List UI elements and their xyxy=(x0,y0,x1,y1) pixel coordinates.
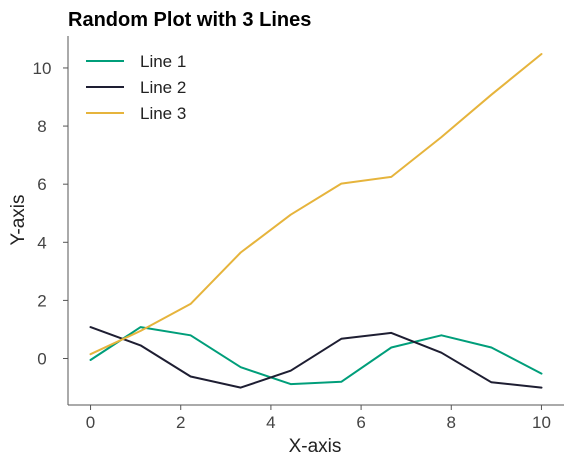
x-axis-label: X-axis xyxy=(289,436,342,457)
series-line-1 xyxy=(89,326,543,386)
x-tick-label: 8 xyxy=(447,413,456,432)
x-tick-label: 10 xyxy=(532,413,551,432)
y-tick-label: 2 xyxy=(37,291,46,310)
series-line-2 xyxy=(89,326,543,389)
x-tick-label: 2 xyxy=(176,413,185,432)
legend-label-1: Line 1 xyxy=(140,52,186,71)
legend-label-2: Line 2 xyxy=(140,78,186,97)
chart-title: Random Plot with 3 Lines xyxy=(68,9,311,31)
y-tick-label: 8 xyxy=(37,117,46,136)
axes-spines xyxy=(67,36,564,406)
y-axis-label: Y-axis xyxy=(8,194,29,245)
x-axis-ticks: 0 2 4 6 8 10 xyxy=(86,405,551,432)
x-tick-label: 6 xyxy=(356,413,365,432)
y-tick-label: 0 xyxy=(37,350,46,369)
y-tick-label: 10 xyxy=(33,59,52,78)
y-tick-label: 4 xyxy=(37,233,46,252)
legend: Line 1 Line 2 Line 3 xyxy=(86,52,186,123)
y-tick-label: 6 xyxy=(37,175,46,194)
series-line-3 xyxy=(89,53,543,356)
x-tick-label: 4 xyxy=(266,413,275,432)
legend-label-3: Line 3 xyxy=(140,104,186,123)
series-lines xyxy=(89,53,543,389)
x-tick-label: 0 xyxy=(86,413,95,432)
y-axis-ticks: 0 2 4 6 8 10 xyxy=(33,59,68,369)
